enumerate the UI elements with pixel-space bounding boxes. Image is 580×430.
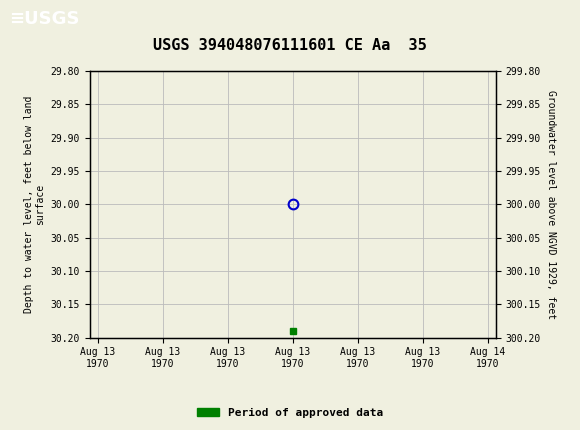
Y-axis label: Depth to water level, feet below land
surface: Depth to water level, feet below land su… [24, 95, 45, 313]
Text: USGS 394048076111601 CE Aa  35: USGS 394048076111601 CE Aa 35 [153, 38, 427, 52]
Text: ≡USGS: ≡USGS [9, 10, 79, 28]
Y-axis label: Groundwater level above NGVD 1929, feet: Groundwater level above NGVD 1929, feet [546, 90, 556, 319]
Legend: Period of approved data: Period of approved data [193, 403, 387, 422]
